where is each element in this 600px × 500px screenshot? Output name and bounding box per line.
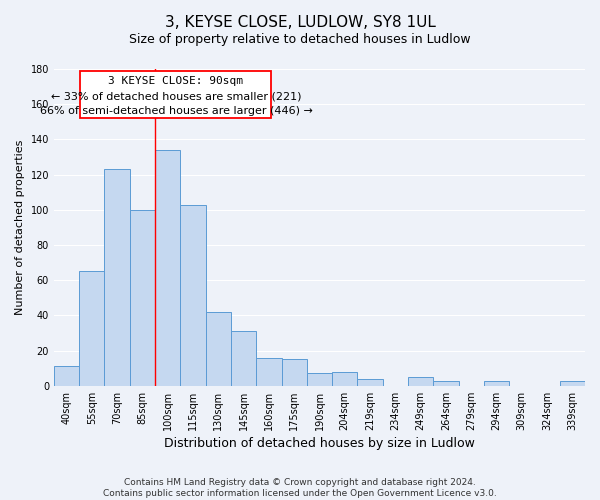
Text: 3 KEYSE CLOSE: 90sqm: 3 KEYSE CLOSE: 90sqm <box>109 76 244 86</box>
Text: 3, KEYSE CLOSE, LUDLOW, SY8 1UL: 3, KEYSE CLOSE, LUDLOW, SY8 1UL <box>164 15 436 30</box>
Bar <box>358 379 383 386</box>
Bar <box>155 150 181 386</box>
Bar <box>206 312 231 386</box>
Bar <box>54 366 79 386</box>
Y-axis label: Number of detached properties: Number of detached properties <box>15 140 25 315</box>
Text: ← 33% of detached houses are smaller (221): ← 33% of detached houses are smaller (22… <box>50 91 301 101</box>
Bar <box>484 380 509 386</box>
Bar <box>560 380 585 386</box>
Text: Size of property relative to detached houses in Ludlow: Size of property relative to detached ho… <box>129 32 471 46</box>
Text: 66% of semi-detached houses are larger (446) →: 66% of semi-detached houses are larger (… <box>40 106 313 116</box>
Bar <box>281 360 307 386</box>
Bar <box>181 204 206 386</box>
Bar <box>307 374 332 386</box>
Bar <box>104 170 130 386</box>
Text: Contains HM Land Registry data © Crown copyright and database right 2024.
Contai: Contains HM Land Registry data © Crown c… <box>103 478 497 498</box>
FancyBboxPatch shape <box>80 71 271 118</box>
Bar <box>130 210 155 386</box>
Bar <box>79 272 104 386</box>
X-axis label: Distribution of detached houses by size in Ludlow: Distribution of detached houses by size … <box>164 437 475 450</box>
Bar <box>433 380 458 386</box>
Bar <box>231 332 256 386</box>
Bar <box>332 372 358 386</box>
Bar <box>408 377 433 386</box>
Bar <box>256 358 281 386</box>
